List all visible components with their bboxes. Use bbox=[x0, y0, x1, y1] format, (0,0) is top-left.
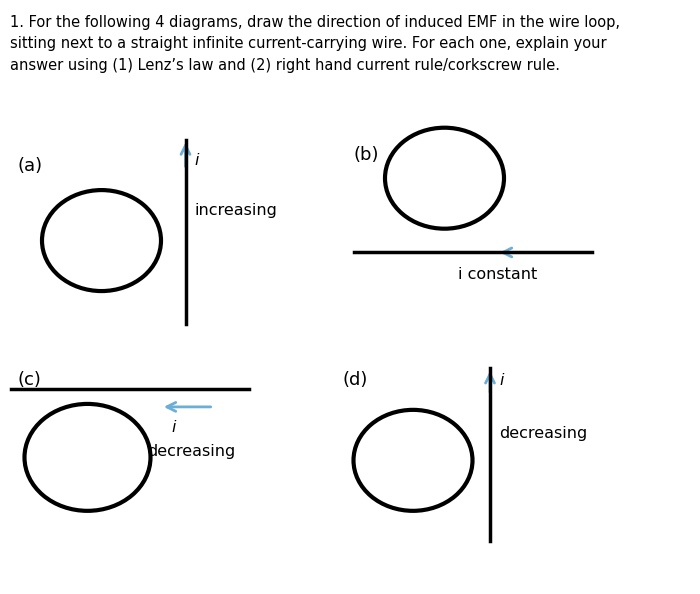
Text: increasing: increasing bbox=[195, 203, 277, 219]
Text: (c): (c) bbox=[18, 371, 41, 389]
Text: (b): (b) bbox=[354, 146, 379, 163]
Text: 1. For the following 4 diagrams, draw the direction of induced EMF in the wire l: 1. For the following 4 diagrams, draw th… bbox=[10, 15, 620, 73]
Text: decreasing: decreasing bbox=[499, 426, 587, 441]
Text: i: i bbox=[195, 153, 199, 168]
Text: (d): (d) bbox=[343, 371, 368, 389]
Text: i constant: i constant bbox=[458, 267, 538, 282]
Text: i: i bbox=[172, 420, 176, 435]
Text: i: i bbox=[499, 372, 503, 388]
Text: decreasing: decreasing bbox=[147, 444, 235, 459]
Text: (a): (a) bbox=[18, 157, 43, 175]
